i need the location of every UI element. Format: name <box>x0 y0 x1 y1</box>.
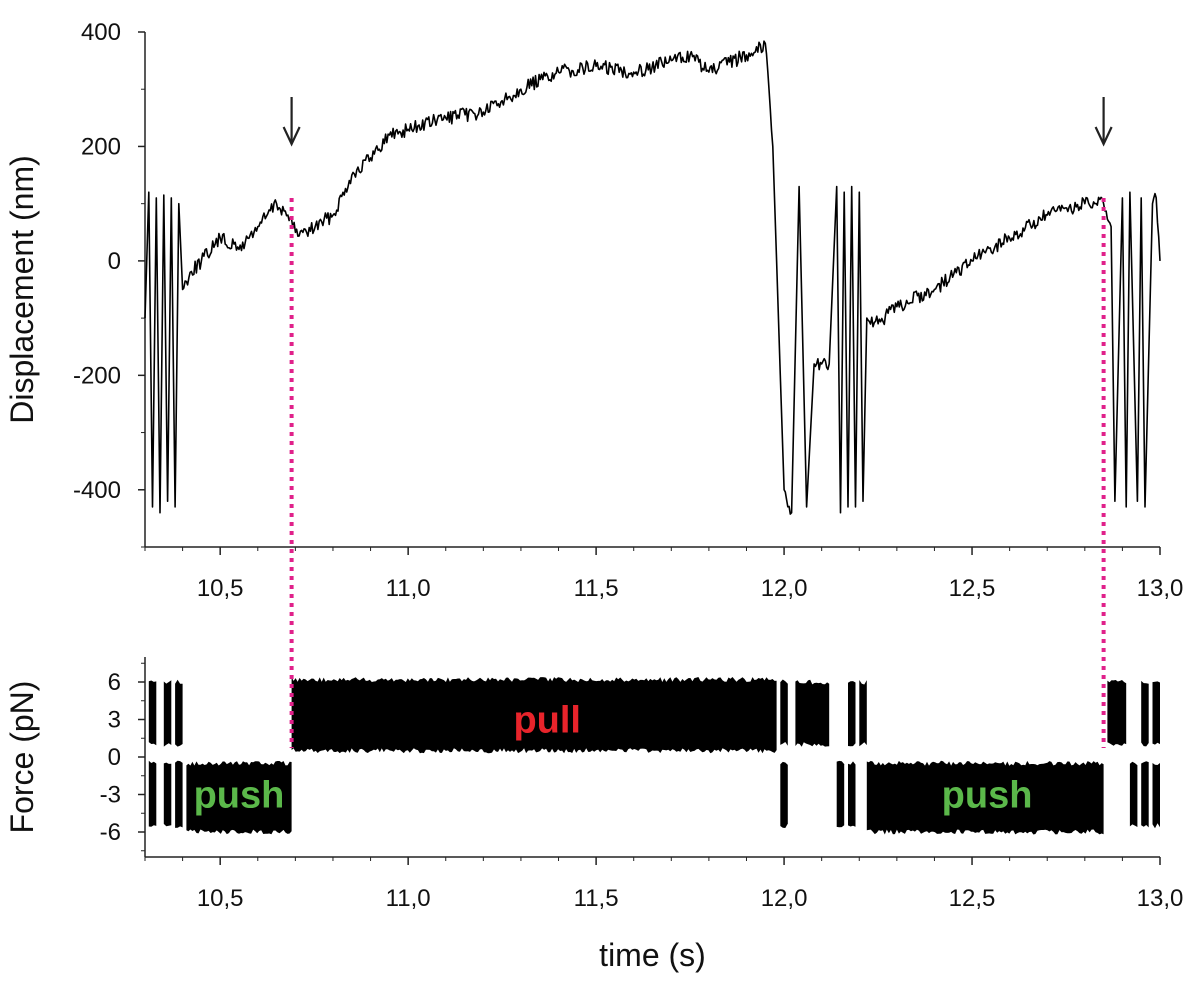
force-x-tick-label: 11,5 <box>574 885 619 912</box>
force-y-tick-label: -3 <box>100 782 121 809</box>
displacement-x-tick-label: 12,0 <box>761 575 808 602</box>
force-band <box>848 681 856 747</box>
force-bands <box>148 677 1160 835</box>
force-annotation-pull: pull <box>513 700 581 742</box>
displacement-x-tick-label: 11,0 <box>386 575 431 602</box>
force-band <box>1129 761 1138 827</box>
force-band <box>1152 763 1160 829</box>
force-band <box>1141 761 1149 828</box>
arrow-markers <box>282 97 1113 147</box>
force-band <box>795 679 830 747</box>
force-y-tick-label: 0 <box>108 744 121 771</box>
displacement-y-tick-label: -400 <box>73 477 121 504</box>
force-band <box>848 761 856 827</box>
force-x-tick-label: 12,0 <box>761 885 808 912</box>
force-panel: 6 3 0 -3 -6 10,5 11,0 11,5 12,0 12,5 13,0 push pul… <box>4 657 1183 973</box>
force-band <box>1107 680 1127 746</box>
displacement-x-tick-label: 11,5 <box>574 575 619 602</box>
displacement-x-ticks: 10,5 11,0 11,5 12,0 12,5 13,0 <box>144 547 1184 602</box>
force-y-ticks: 6 3 0 -3 -6 <box>100 662 145 852</box>
force-y-tick-label: 6 <box>108 669 121 696</box>
down-arrow-head-icon <box>1094 126 1113 147</box>
force-band <box>175 760 183 828</box>
connector-lines <box>289 198 1106 748</box>
force-band <box>1141 680 1149 747</box>
force-band <box>163 762 172 827</box>
displacement-y-tick-label: 400 <box>81 19 121 46</box>
down-arrow-head-icon <box>282 126 301 147</box>
force-annotations: push pull push <box>194 700 1033 817</box>
displacement-y-ticks: 400 200 0 -200 -400 <box>73 19 145 548</box>
force-x-tick-label: 11,0 <box>386 885 431 912</box>
displacement-x-tick-label: 10,5 <box>197 575 244 602</box>
force-x-ticks: 10,5 11,0 11,5 12,0 12,5 13,0 <box>144 857 1184 912</box>
force-band <box>291 677 777 754</box>
force-band <box>859 680 867 747</box>
force-band <box>186 761 292 835</box>
force-band <box>148 760 157 827</box>
force-x-tick-label: 13,0 <box>1137 885 1184 912</box>
displacement-x-tick-label: 12,5 <box>949 575 996 602</box>
force-band <box>148 680 157 746</box>
force-band <box>163 680 172 747</box>
force-axis-title: Force (pN) <box>4 681 40 834</box>
displacement-y-tick-label: 200 <box>81 133 121 160</box>
force-band <box>780 679 788 746</box>
force-annotation-push: push <box>194 775 285 817</box>
force-annotation-push: push <box>942 775 1033 817</box>
force-y-tick-label: -6 <box>100 819 121 846</box>
displacement-panel: 400 200 0 -200 -400 10,5 11,0 11,5 12,0 12,5 13,0… <box>4 19 1183 602</box>
force-band <box>866 760 1104 835</box>
force-y-tick-label: 3 <box>108 707 121 734</box>
displacement-y-tick-label: 0 <box>108 248 121 275</box>
force-band <box>836 760 845 828</box>
force-band <box>1152 681 1160 745</box>
displacement-trace <box>144 40 1161 515</box>
displacement-y-tick-label: -200 <box>73 362 121 389</box>
displacement-x-tick-label: 13,0 <box>1137 575 1184 602</box>
force-x-tick-label: 10,5 <box>197 885 244 912</box>
time-axis-title: time (s) <box>599 937 706 973</box>
force-x-tick-label: 12,5 <box>949 885 996 912</box>
force-band <box>175 679 183 747</box>
force-band <box>780 761 788 828</box>
displacement-axis-title: Displacement (nm) <box>4 155 40 424</box>
